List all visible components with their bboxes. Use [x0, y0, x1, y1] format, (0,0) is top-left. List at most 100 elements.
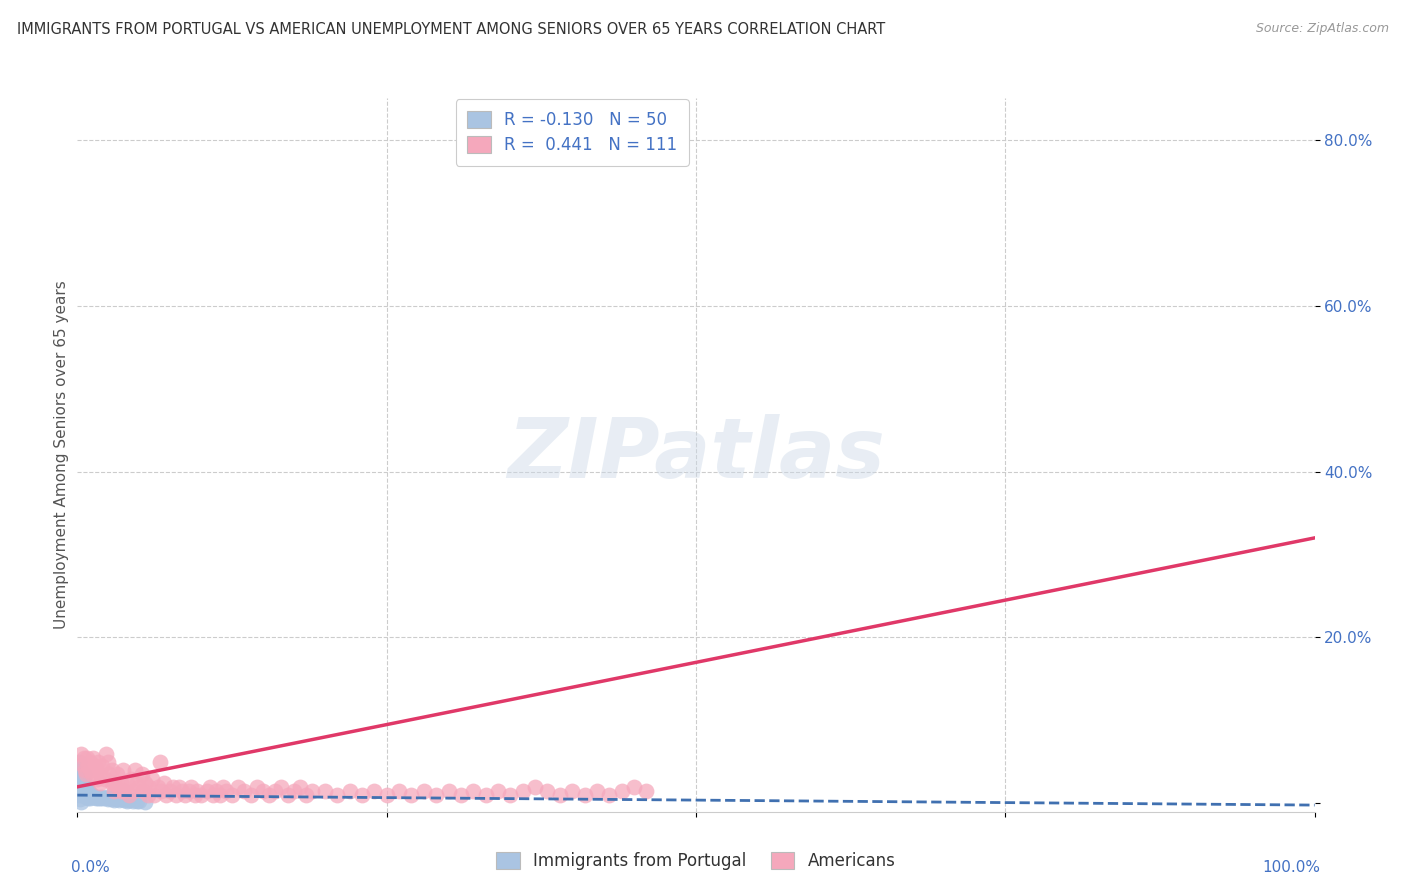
Point [474, 788, 496, 802]
Point [134, 795, 156, 809]
Point [246, 780, 269, 794]
Point [574, 788, 596, 802]
Point [76, 789, 98, 804]
Point [221, 788, 243, 802]
Point [112, 763, 135, 777]
Point [97, 792, 120, 806]
Point [70, 747, 93, 761]
Point [270, 780, 292, 794]
Point [93, 772, 115, 786]
Point [124, 763, 146, 777]
Point [512, 784, 534, 798]
Point [82, 788, 104, 802]
Point [598, 788, 620, 802]
Point [350, 788, 373, 802]
Point [212, 780, 235, 794]
Point [70, 775, 93, 789]
Point [215, 784, 238, 798]
Point [195, 784, 218, 798]
Point [125, 794, 148, 808]
Point [586, 784, 609, 798]
Text: IMMIGRANTS FROM PORTUGAL VS AMERICAN UNEMPLOYMENT AMONG SENIORS OVER 65 YEARS CO: IMMIGRANTS FROM PORTUGAL VS AMERICAN UNE… [17, 22, 886, 37]
Point [136, 788, 159, 802]
Point [89, 767, 111, 781]
Point [659, 133, 682, 147]
Point [184, 788, 207, 802]
Point [86, 772, 108, 786]
Point [125, 775, 148, 789]
Text: 100.0%: 100.0% [1263, 860, 1320, 875]
Point [101, 792, 124, 806]
Point [89, 775, 111, 789]
Point [98, 791, 121, 805]
Y-axis label: Unemployment Among Seniors over 65 years: Unemployment Among Seniors over 65 years [53, 281, 69, 629]
Point [105, 792, 128, 806]
Point [198, 780, 221, 794]
Point [122, 784, 145, 798]
Point [174, 788, 197, 802]
Point [412, 784, 434, 798]
Point [77, 759, 100, 773]
Point [437, 784, 460, 798]
Point [103, 775, 125, 789]
Point [165, 788, 187, 802]
Point [98, 767, 121, 781]
Point [89, 791, 111, 805]
Point [180, 780, 202, 794]
Point [72, 756, 94, 771]
Point [72, 767, 94, 781]
Point [425, 788, 447, 802]
Point [76, 781, 98, 796]
Point [87, 791, 110, 805]
Point [138, 780, 160, 794]
Point [107, 780, 129, 794]
Point [67, 788, 90, 802]
Point [288, 780, 311, 794]
Point [277, 788, 299, 802]
Point [610, 784, 633, 798]
Point [167, 780, 190, 794]
Point [314, 784, 336, 798]
Point [295, 788, 318, 802]
Point [112, 784, 135, 798]
Point [118, 793, 141, 807]
Point [186, 784, 208, 798]
Point [450, 788, 472, 802]
Point [77, 791, 100, 805]
Point [146, 780, 169, 794]
Point [120, 772, 142, 786]
Point [80, 788, 103, 802]
Point [82, 789, 104, 804]
Point [111, 792, 134, 806]
Point [72, 781, 94, 796]
Point [226, 780, 249, 794]
Point [155, 788, 177, 802]
Point [131, 767, 153, 781]
Point [172, 784, 194, 798]
Point [72, 751, 94, 765]
Point [375, 788, 398, 802]
Point [73, 787, 96, 801]
Point [72, 788, 94, 802]
Point [67, 755, 90, 769]
Point [388, 784, 411, 798]
Point [83, 759, 105, 773]
Point [202, 788, 225, 802]
Point [87, 755, 110, 769]
Point [79, 755, 101, 769]
Point [536, 784, 558, 798]
Point [79, 787, 101, 801]
Point [159, 784, 181, 798]
Point [301, 784, 323, 798]
Text: ZIPatlas: ZIPatlas [508, 415, 884, 495]
Point [69, 792, 91, 806]
Point [363, 784, 385, 798]
Point [128, 780, 150, 794]
Point [69, 772, 91, 786]
Point [141, 772, 163, 786]
Point [101, 763, 124, 777]
Point [75, 780, 97, 794]
Point [252, 784, 274, 798]
Point [101, 775, 124, 789]
Point [524, 780, 547, 794]
